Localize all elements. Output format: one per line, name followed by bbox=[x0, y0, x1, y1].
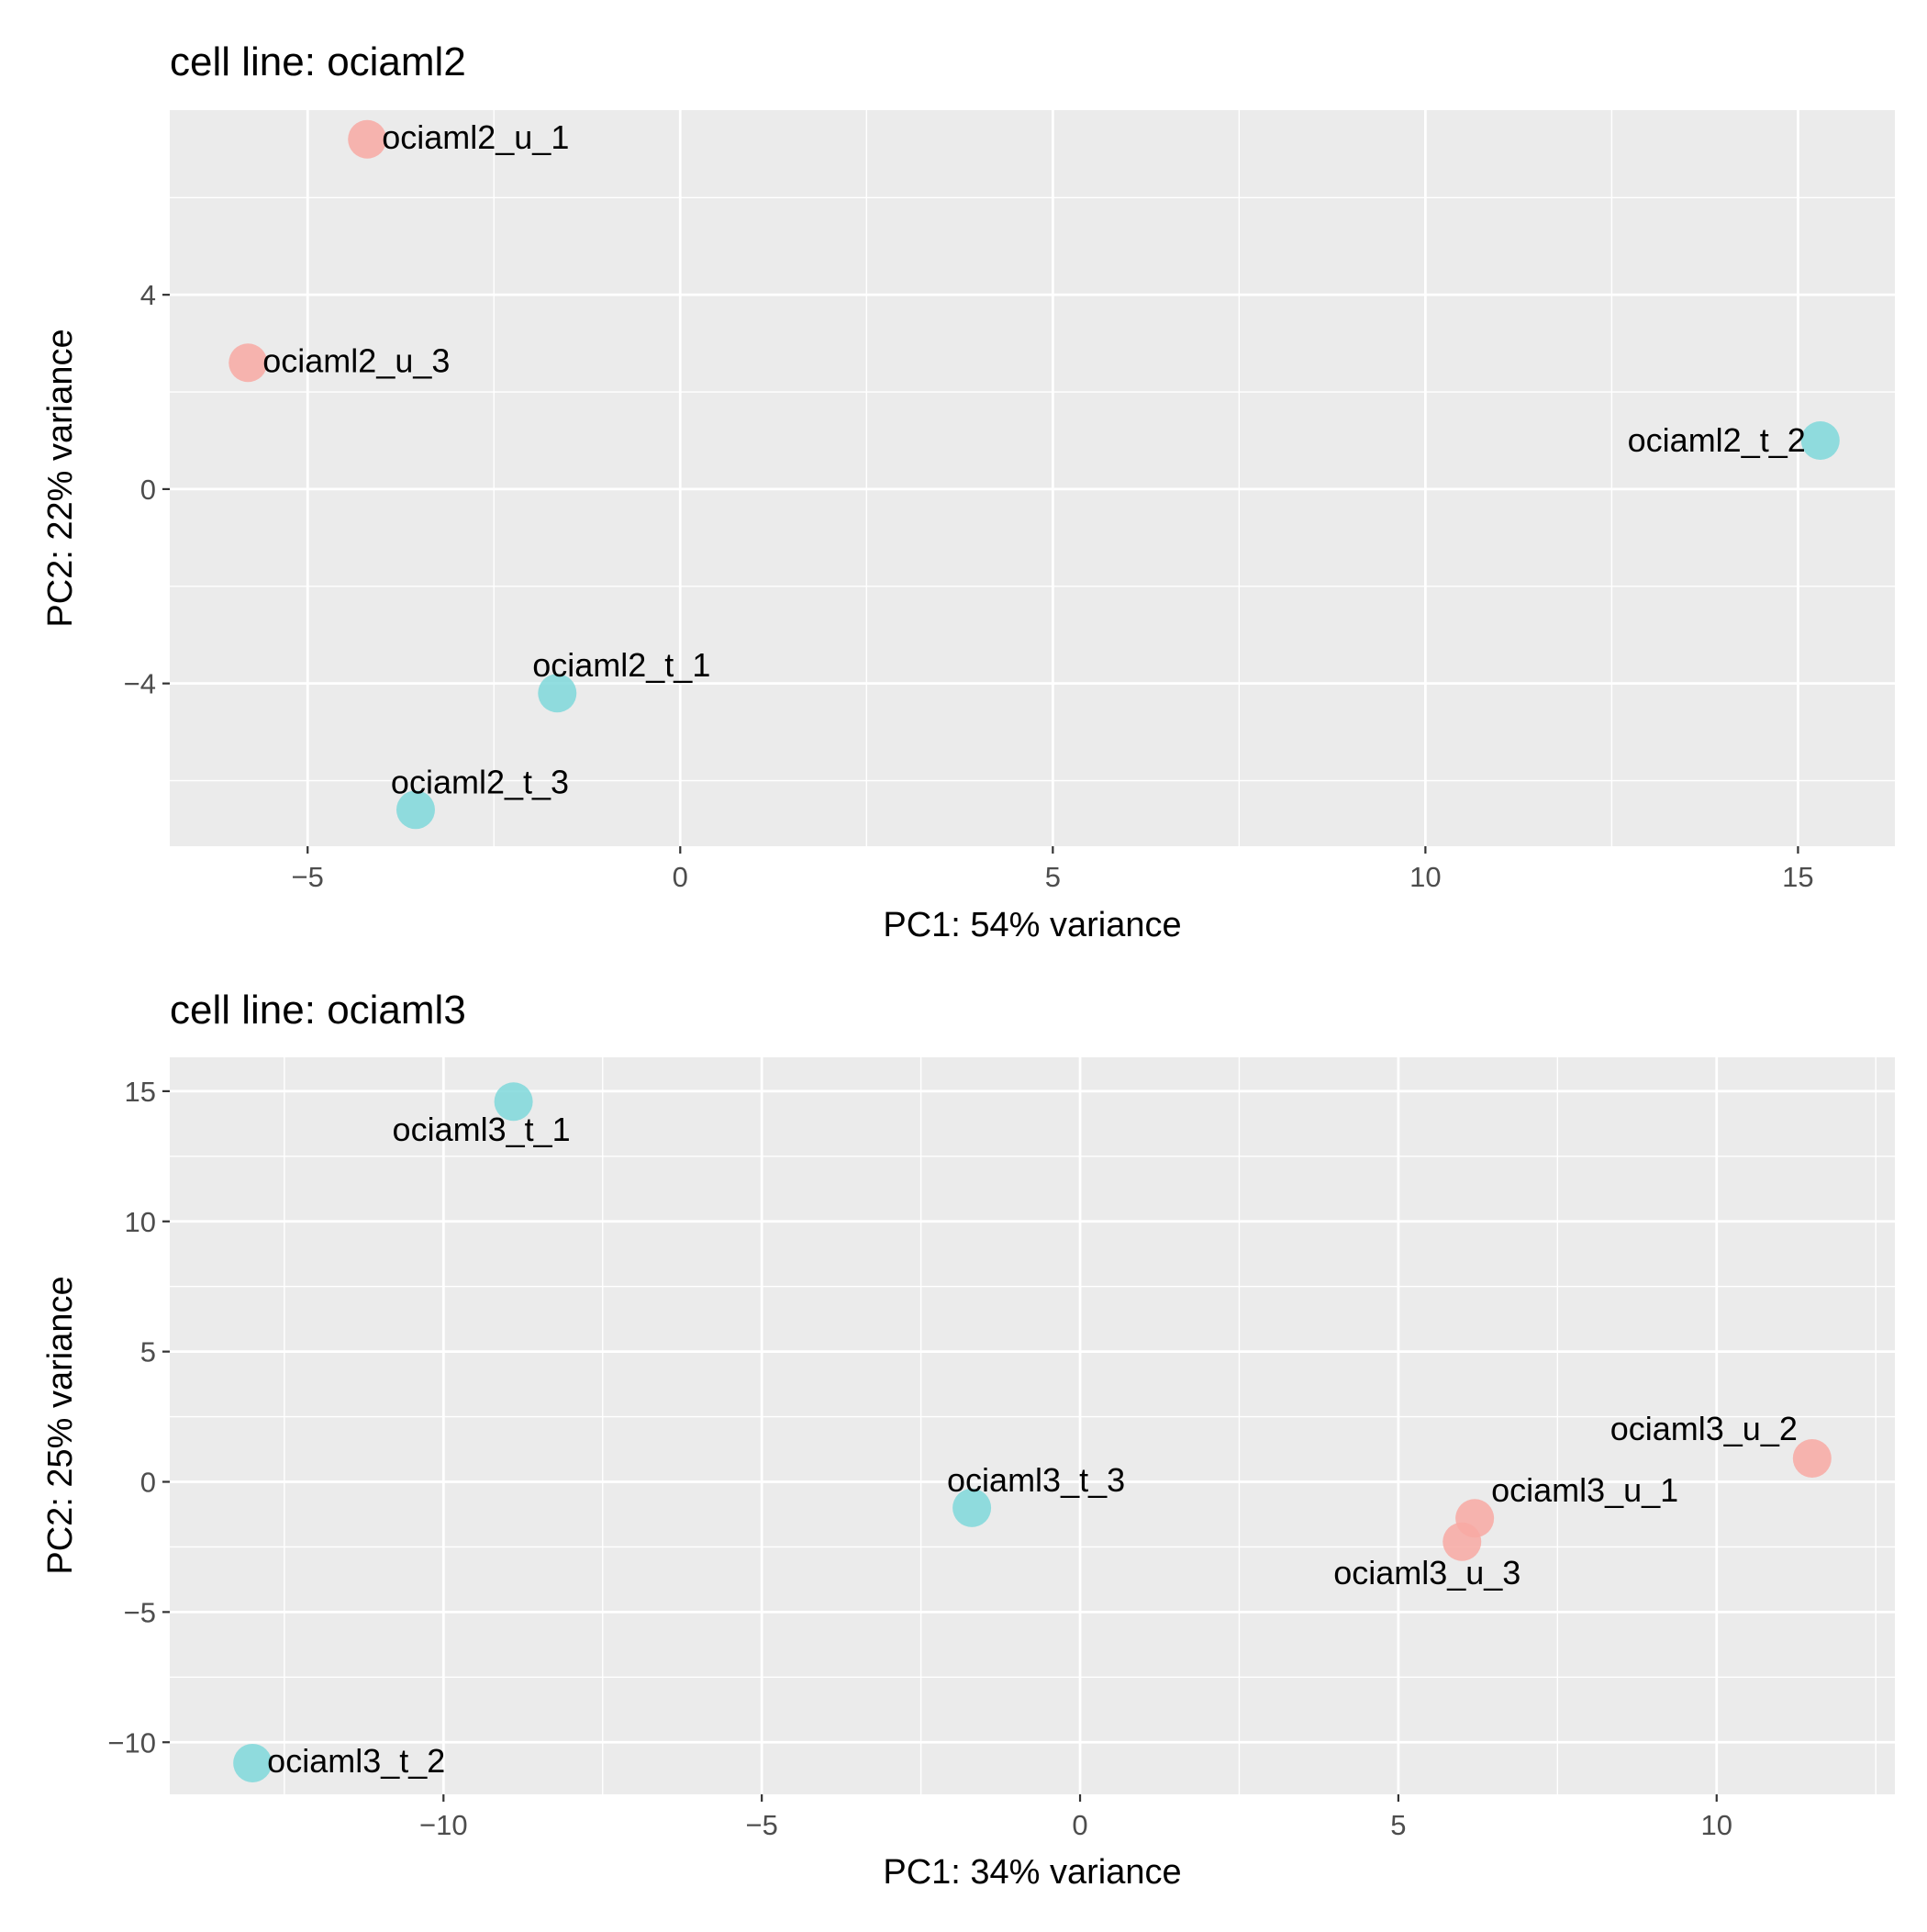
plot-panel-background bbox=[170, 1057, 1895, 1794]
data-point-ociaml3_t_1 bbox=[494, 1082, 533, 1122]
y-tick-label: 0 bbox=[140, 474, 156, 506]
panel-1: −5 0 5 10 15 −4 0 4 ociaml2_u_1 ociaml2_u_3ociaml… bbox=[41, 39, 1895, 944]
y-axis-title: PC2: 25% variance bbox=[41, 1276, 80, 1574]
y-tick-label: 4 bbox=[140, 279, 156, 311]
point-label: ociaml2_t_3 bbox=[391, 763, 569, 800]
point-label: ociaml2_t_2 bbox=[1628, 421, 1806, 459]
y-tick-label: −10 bbox=[107, 1726, 156, 1759]
point-label: ociaml2_u_1 bbox=[382, 118, 569, 156]
point-label: ociaml3_u_3 bbox=[1333, 1554, 1520, 1591]
x-tick-label: −5 bbox=[745, 1809, 777, 1841]
y-tick-label: 10 bbox=[125, 1206, 156, 1238]
chart-title: cell line: ociaml2 bbox=[170, 39, 466, 84]
y-tick-label: −5 bbox=[124, 1596, 156, 1628]
x-tick-label: 5 bbox=[1045, 861, 1061, 893]
point-label: ociaml3_u_2 bbox=[1610, 1410, 1798, 1447]
point-label: ociaml3_t_2 bbox=[267, 1742, 445, 1780]
y-tick-label: −4 bbox=[124, 668, 156, 700]
x-tick-label: 0 bbox=[1072, 1809, 1087, 1841]
data-point-ociaml2_t_3 bbox=[395, 790, 435, 830]
data-point-ociaml3_t_2 bbox=[233, 1743, 273, 1782]
x-tick-label: 10 bbox=[1409, 861, 1441, 893]
data-point-ociaml2_u_1 bbox=[348, 119, 387, 159]
x-axis-title: PC1: 54% variance bbox=[883, 906, 1181, 944]
x-tick-label: −10 bbox=[419, 1809, 468, 1841]
data-point-ociaml3_t_3 bbox=[952, 1488, 992, 1527]
x-axis-title: PC1: 34% variance bbox=[883, 1853, 1181, 1892]
chart-title: cell line: ociaml3 bbox=[170, 988, 466, 1033]
x-tick-label: 15 bbox=[1782, 861, 1813, 893]
y-tick-label: 0 bbox=[140, 1467, 156, 1499]
x-tick-label: −5 bbox=[292, 861, 324, 893]
data-point-ociaml2_u_3 bbox=[228, 343, 268, 383]
point-label: ociaml3_t_1 bbox=[393, 1111, 571, 1148]
x-tick-label: 10 bbox=[1701, 1809, 1732, 1841]
point-label: ociaml2_t_1 bbox=[532, 646, 710, 684]
point-label: ociaml3_t_3 bbox=[947, 1461, 1125, 1499]
y-tick-label: 5 bbox=[140, 1336, 156, 1368]
panel-2: −10 −5 0 5 10 −10 −5 0 5 10 15 ociaml3_t_1 ociaml3_t… bbox=[41, 988, 1895, 1892]
y-tick-label: 15 bbox=[125, 1076, 156, 1108]
data-point-ociaml2_t_2 bbox=[1800, 420, 1840, 460]
point-label: ociaml2_u_3 bbox=[262, 341, 450, 379]
x-tick-label: 5 bbox=[1390, 1809, 1406, 1841]
data-point-ociaml2_t_1 bbox=[538, 674, 577, 713]
x-tick-label: 0 bbox=[673, 861, 688, 893]
y-axis-title: PC2: 22% variance bbox=[41, 329, 80, 627]
point-label: ociaml3_u_1 bbox=[1491, 1471, 1678, 1509]
data-point-ociaml3_u_2 bbox=[1792, 1438, 1832, 1478]
data-point-ociaml3_u_3 bbox=[1442, 1522, 1482, 1561]
plot-panel-background bbox=[170, 110, 1895, 846]
